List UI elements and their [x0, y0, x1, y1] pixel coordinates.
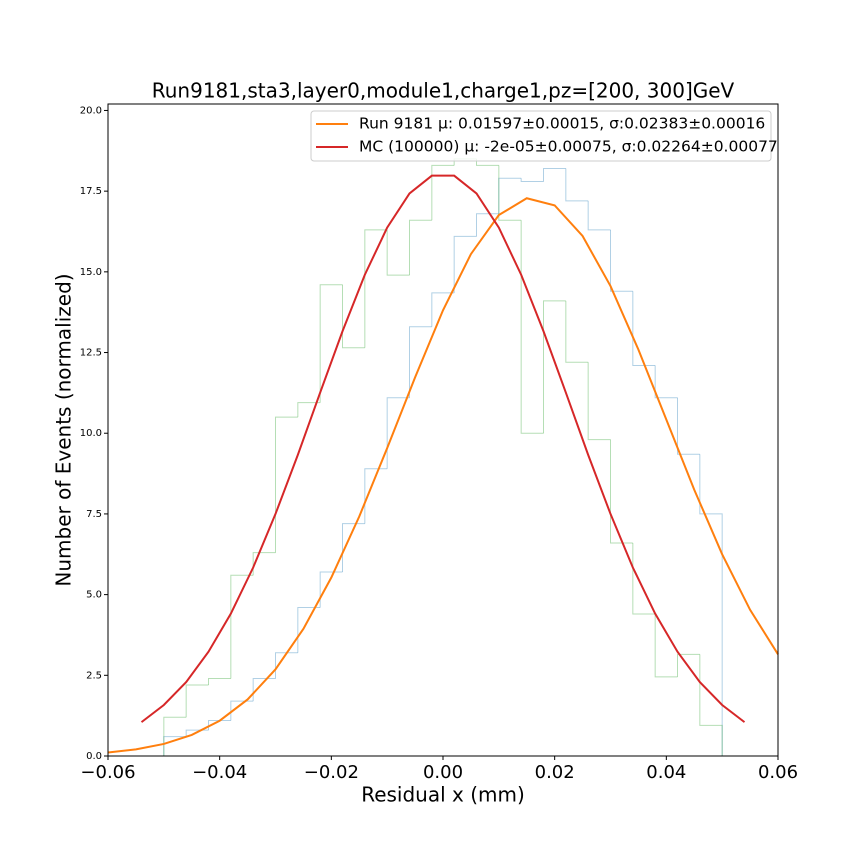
y-tick-label: 5.0	[86, 590, 102, 601]
histogram-bin	[431, 164, 455, 221]
histogram-bin	[699, 454, 723, 756]
y-tick-label: 15.0	[80, 267, 102, 278]
histogram-bin	[364, 229, 388, 348]
y-tick-label: 12.5	[80, 348, 102, 359]
histogram-bin	[319, 571, 343, 608]
y-tick-label: 10.0	[80, 428, 102, 439]
histogram-bin	[632, 291, 656, 366]
histogram-bin	[386, 397, 410, 469]
histogram-bin	[431, 292, 455, 327]
line-series	[107, 197, 779, 754]
histogram-bin	[654, 365, 678, 399]
histogram-bin	[587, 200, 611, 231]
x-tick-label: 0.02	[535, 762, 575, 783]
histogram-bin	[208, 678, 231, 685]
y-axis-label: Number of Events (normalized)	[52, 273, 76, 586]
y-tick-label: 17.5	[80, 186, 102, 197]
histogram-bin	[275, 416, 298, 553]
histogram-bin	[319, 284, 343, 403]
legend: Run 9181 μ: 0.01597±0.00015, σ:0.02383±0…	[310, 110, 778, 162]
histogram-bin	[498, 165, 522, 221]
histogram-bin	[386, 229, 410, 276]
histogram-bin	[252, 552, 276, 576]
histogram-bin	[230, 574, 254, 679]
x-tick-label: 0.04	[646, 762, 686, 783]
legend-box	[310, 110, 772, 162]
histogram-bin	[476, 213, 499, 237]
y-tick-label: 2.5	[86, 670, 102, 681]
histogram-bin	[610, 439, 633, 544]
histogram-bin	[409, 326, 432, 398]
y-tick-label: 20.0	[80, 105, 102, 116]
histogram-bin	[543, 168, 566, 182]
histogram-bin	[297, 607, 321, 653]
histogram-bin	[342, 523, 365, 573]
line-series	[140, 174, 746, 723]
histogram-bin	[654, 613, 678, 678]
y-tick-label: 0.0	[86, 751, 102, 762]
histogram-bin	[453, 235, 477, 293]
x-tick-label: −0.04	[192, 762, 247, 783]
histogram-bin	[565, 168, 589, 202]
legend-label: Run 9181 μ: 0.01597±0.00015, σ:0.02383±0…	[359, 115, 765, 133]
histogram-bin	[498, 177, 522, 214]
histogram-bin	[699, 654, 723, 756]
x-tick-label: −0.02	[304, 762, 359, 783]
histogram-bin	[185, 684, 209, 718]
histogram-bin	[409, 219, 432, 276]
histogram-bin	[610, 229, 633, 292]
x-tick-label: −0.06	[80, 762, 135, 783]
histogram-bin	[543, 300, 566, 434]
histogram-bin	[297, 402, 321, 418]
x-tick-label: 0.00	[423, 762, 463, 783]
x-axis-label: Residual x (mm)	[361, 783, 525, 807]
histogram-bin	[677, 397, 700, 455]
histogram-bin	[342, 284, 365, 349]
y-tick-label: 7.5	[86, 509, 102, 520]
x-tick-label: 0.06	[758, 762, 798, 783]
histogram-bin	[677, 653, 700, 677]
chart-title: Run9181,sta3,layer0,module1,charge1,pz=[…	[152, 79, 735, 103]
histogram-bin	[520, 178, 544, 182]
histogram-bin	[520, 220, 544, 434]
legend-label: MC (100000) μ: -2e-05±0.00075, σ:0.02264…	[359, 138, 778, 156]
histogram-bin	[163, 736, 187, 756]
histogram-bin	[565, 300, 589, 363]
histogram-bin	[587, 362, 611, 441]
histogram-bin	[632, 542, 656, 615]
